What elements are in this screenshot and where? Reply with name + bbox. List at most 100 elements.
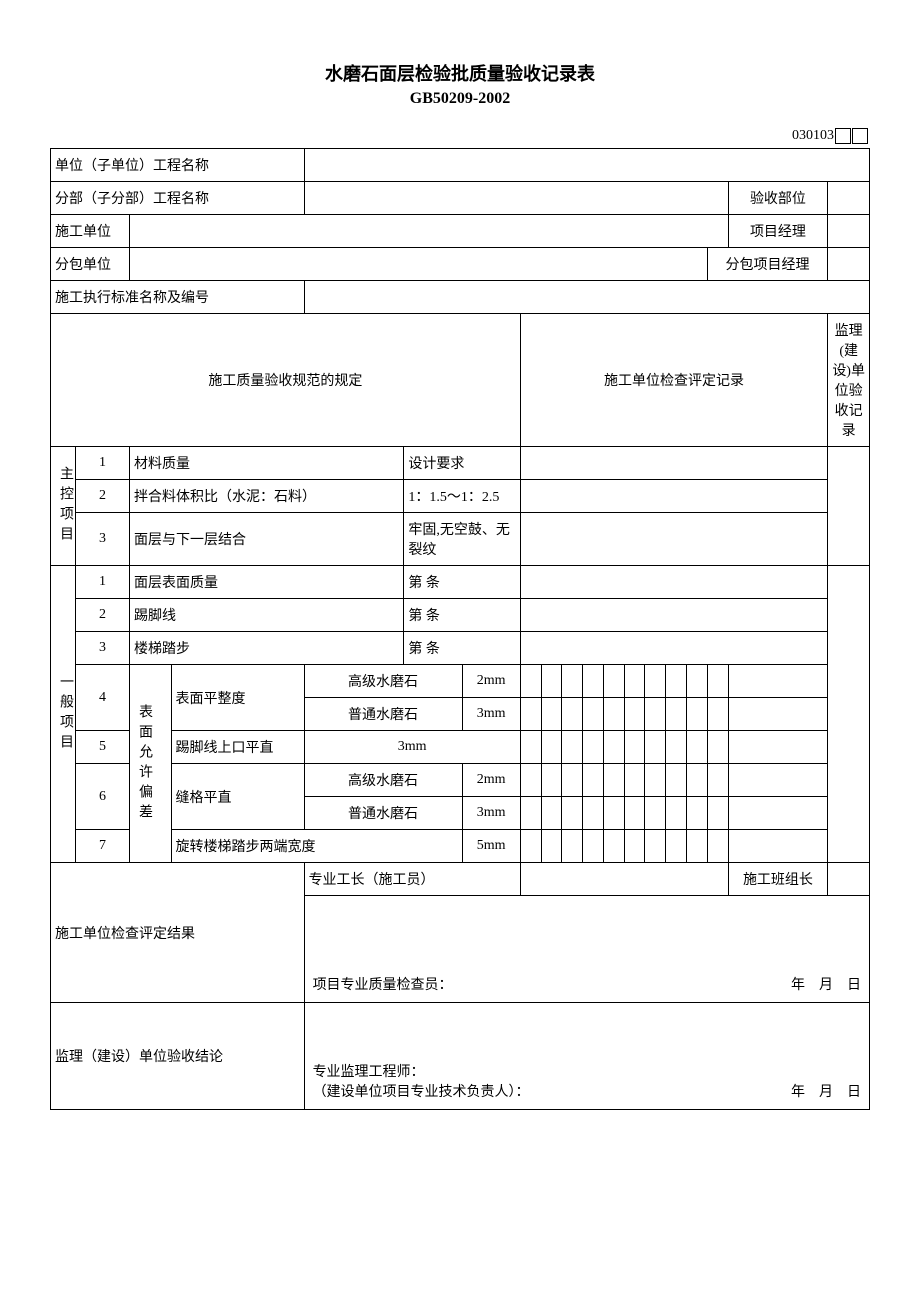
gen-6a-c6[interactable] [624,764,645,797]
gen-6a-c10[interactable] [707,764,728,797]
gen-4a-c5[interactable] [603,665,624,698]
gen-4a-c4[interactable] [583,665,604,698]
gen-4a-c2[interactable] [541,665,562,698]
gen-5-c3[interactable] [562,731,583,764]
field-unit-project[interactable] [304,149,869,182]
gen-4b-c2[interactable] [541,698,562,731]
gen-5-c9[interactable] [687,731,708,764]
gen-6a-c3[interactable] [562,764,583,797]
gen-6b-c5[interactable] [603,797,624,830]
gen-7-c10[interactable] [707,830,728,863]
field-construction-unit[interactable] [129,215,728,248]
gen-4b-c9[interactable] [687,698,708,731]
gen-4a-res[interactable] [728,665,828,698]
gen-4b-c4[interactable] [583,698,604,731]
gen-7-c7[interactable] [645,830,666,863]
main-supervisor[interactable] [828,447,870,566]
label-project-manager: 项目经理 [728,215,828,248]
field-subcontract-pm[interactable] [828,248,870,281]
gen-6b-c2[interactable] [541,797,562,830]
supervisor-signature[interactable]: 专业监理工程师： （建设单位项目专业技术负责人）： 年 月 日 [304,1003,869,1110]
gen-6b-res[interactable] [728,797,828,830]
label-tech-leader: （建设单位项目专业技术负责人）： [313,1081,530,1101]
gen-6b-c8[interactable] [666,797,687,830]
gen-1-check[interactable] [520,566,828,599]
gen-6b-c4[interactable] [583,797,604,830]
gen-6-name: 缝格平直 [171,764,304,830]
field-project-manager[interactable] [828,215,870,248]
gen-7-c9[interactable] [687,830,708,863]
main-1-check[interactable] [520,447,828,480]
gen-4a-c3[interactable] [562,665,583,698]
gen-5-val: 3mm [304,731,520,764]
gen-6a-c8[interactable] [666,764,687,797]
gen-5-c1[interactable] [520,731,541,764]
gen-4b-c5[interactable] [603,698,624,731]
field-standard[interactable] [304,281,869,314]
gen-5-c6[interactable] [624,731,645,764]
gen-4b-res[interactable] [728,698,828,731]
gen-5-c2[interactable] [541,731,562,764]
gen-6b-c7[interactable] [645,797,666,830]
main-3-name: 面层与下一层结合 [129,513,403,566]
gen-2-check[interactable] [520,599,828,632]
gen-6b-c9[interactable] [687,797,708,830]
gen-7-c3[interactable] [562,830,583,863]
gen-5-c4[interactable] [583,731,604,764]
gen-6b-c3[interactable] [562,797,583,830]
gen-4b-c8[interactable] [666,698,687,731]
gen-6a-c7[interactable] [645,764,666,797]
gen-7-c6[interactable] [624,830,645,863]
gen-supervisor[interactable] [828,566,870,863]
field-team-leader[interactable] [828,863,870,896]
gen-7-c1[interactable] [520,830,541,863]
gen-4b-c1[interactable] [520,698,541,731]
gen-7-c4[interactable] [583,830,604,863]
section-header-row: 施工质量验收规范的规定 施工单位检查评定记录 监理(建设)单位验收记录 [51,314,870,447]
gen-4b-c7[interactable] [645,698,666,731]
gen-7-c5[interactable] [603,830,624,863]
gen-6a-res[interactable] [728,764,828,797]
gen-7-c8[interactable] [666,830,687,863]
gen-6-no: 6 [75,764,129,830]
gen-2-req: 第 条 [404,599,520,632]
gen-4a-c10[interactable] [707,665,728,698]
gen-6a-c4[interactable] [583,764,604,797]
gen-5-res[interactable] [728,731,828,764]
gen-5-c7[interactable] [645,731,666,764]
gen-4b-c3[interactable] [562,698,583,731]
gen-4b-c6[interactable] [624,698,645,731]
page-subtitle: GB50209-2002 [50,90,870,108]
field-sub-project[interactable] [304,182,728,215]
main-3-check[interactable] [520,513,828,566]
gen-4a-c9[interactable] [687,665,708,698]
gen-7-c2[interactable] [541,830,562,863]
gen-3-check[interactable] [520,632,828,665]
gen-5-c10[interactable] [707,731,728,764]
field-acceptance-part[interactable] [828,182,870,215]
gen-4-val2: 3mm [462,698,520,731]
general-row-1: 一般项目 1 面层表面质量 第 条 [51,566,870,599]
field-foreman[interactable] [520,863,728,896]
gen-6a-c5[interactable] [603,764,624,797]
supervisor-date: 年 月 日 [791,1081,861,1101]
gen-6b-c10[interactable] [707,797,728,830]
gen-4a-c8[interactable] [666,665,687,698]
gen-6a-c9[interactable] [687,764,708,797]
inspector-signature[interactable]: 项目专业质量检查员： 年 月 日 [304,896,869,1003]
gen-4-name: 表面平整度 [171,665,304,731]
gen-5-c5[interactable] [603,731,624,764]
gen-6a-c1[interactable] [520,764,541,797]
gen-7-res[interactable] [728,830,828,863]
gen-4a-c7[interactable] [645,665,666,698]
gen-4a-c1[interactable] [520,665,541,698]
gen-6b-c6[interactable] [624,797,645,830]
gen-5-c8[interactable] [666,731,687,764]
field-subcontract-unit[interactable] [129,248,707,281]
gen-4b-c10[interactable] [707,698,728,731]
gen-6b-c1[interactable] [520,797,541,830]
main-2-check[interactable] [520,480,828,513]
gen-1-name: 面层表面质量 [129,566,403,599]
gen-4a-c6[interactable] [624,665,645,698]
gen-6a-c2[interactable] [541,764,562,797]
